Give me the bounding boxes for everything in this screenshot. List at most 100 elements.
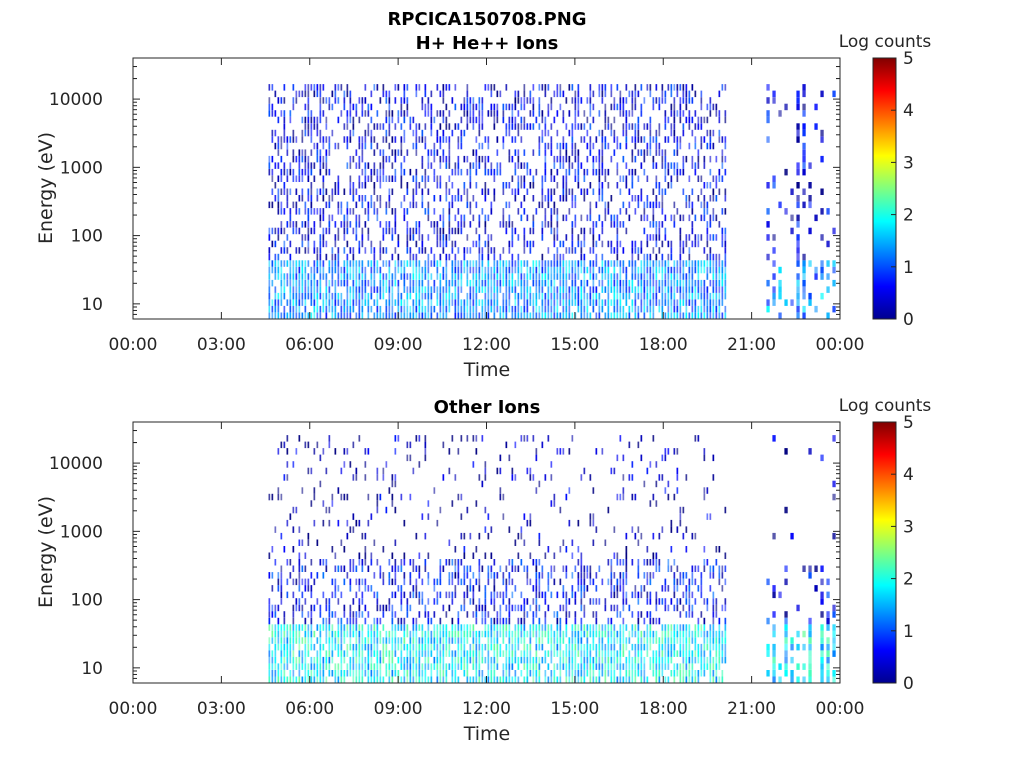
spectrogram-cell (466, 84, 469, 91)
spectrogram-cell (520, 526, 523, 533)
spectrogram-cell (571, 123, 574, 130)
spectrogram-cell (613, 214, 616, 222)
spectrogram-cell (421, 279, 424, 287)
spectrogram-cell (457, 656, 460, 664)
spectrogram-cell (646, 286, 649, 293)
spectrogram-cell (280, 286, 283, 293)
spectrogram-cell (610, 604, 613, 612)
spectrogram-cell (475, 643, 478, 651)
spectrogram-cell (313, 260, 316, 267)
spectrogram-cell (349, 299, 352, 306)
spectrogram-cell (472, 266, 475, 274)
spectrogram-cell (511, 116, 514, 124)
spectrogram-cell (325, 279, 328, 287)
spectrogram-cell (274, 559, 277, 566)
spectrogram-cell (382, 155, 385, 163)
spectrogram-cell (691, 312, 694, 319)
spectrogram-cell (478, 604, 481, 612)
spectrogram-cell (499, 305, 502, 313)
spectrogram-cell (682, 188, 685, 195)
spectrogram-cell (388, 116, 391, 124)
spectrogram-cell (574, 670, 577, 677)
spectrogram-cell (700, 279, 703, 287)
spectrogram-cell (361, 201, 364, 209)
spectrogram-cell (496, 136, 499, 143)
spectrogram-cell (448, 201, 451, 209)
spectrogram-cell (475, 182, 478, 189)
spectrogram-cell (286, 273, 289, 280)
spectrogram-cell (508, 572, 511, 579)
spectrogram-cell (442, 208, 445, 215)
spectrogram-cell (316, 84, 319, 91)
spectrogram-cell (676, 136, 679, 143)
spectrogram-cell (526, 162, 529, 169)
spectrogram-cell (286, 299, 289, 306)
spectrogram-cell (556, 214, 559, 222)
spectrogram-cell (493, 572, 496, 579)
spectrogram-cell (718, 168, 721, 176)
spectrogram-cell (451, 273, 454, 280)
spectrogram-cell (373, 162, 376, 169)
spectrogram-cell (310, 500, 313, 507)
spectrogram-cell (355, 299, 358, 306)
spectrogram-cell (544, 90, 547, 98)
spectrogram-cell (469, 266, 472, 274)
spectrogram-cell (553, 552, 556, 559)
spectrogram-cell (598, 305, 601, 313)
spectrogram-cell (601, 90, 604, 98)
spectrogram-cell (547, 266, 550, 274)
spectrogram-cell (385, 201, 388, 209)
spectrogram-cell (271, 103, 274, 111)
spectrogram-cell (481, 260, 484, 267)
spectrogram-cell (373, 617, 376, 625)
spectrogram-cell (802, 129, 806, 137)
panel-title: H+ He++ Ions (416, 33, 559, 54)
spectrogram-cell (547, 129, 550, 137)
spectrogram-cell (631, 247, 634, 254)
colorbar-tick-label: 0 (903, 310, 914, 330)
spectrogram-cell (622, 110, 625, 117)
spectrogram-cell (520, 532, 523, 540)
spectrogram-cell (655, 260, 658, 267)
spectrogram-cell (478, 266, 481, 274)
spectrogram-cell (418, 611, 421, 618)
spectrogram-cell (520, 103, 523, 111)
spectrogram-cell (430, 129, 433, 137)
spectrogram-cell (382, 312, 385, 319)
spectrogram-cell (349, 585, 352, 592)
spectrogram-cell (619, 103, 622, 111)
spectrogram-cell (658, 234, 661, 241)
spectrogram-cell (508, 454, 511, 462)
spectrogram-cell (388, 630, 391, 638)
spectrogram-cell (469, 162, 472, 169)
spectrogram-cell (292, 676, 295, 683)
spectrogram-cell (277, 273, 280, 280)
spectrogram-cell (427, 110, 430, 117)
spectrogram-cell (487, 572, 490, 579)
spectrogram-cell (364, 247, 367, 254)
spectrogram-cell (715, 234, 718, 241)
spectrogram-cell (550, 208, 553, 215)
spectrogram-cell (481, 266, 484, 274)
spectrogram-cell (364, 136, 367, 143)
spectrogram-cell (553, 116, 556, 124)
spectrogram-cell (493, 123, 496, 130)
spectrogram-cell (718, 175, 721, 182)
spectrogram-cell (586, 643, 589, 651)
spectrogram-cell (559, 578, 562, 586)
spectrogram-cell (463, 253, 466, 261)
spectrogram-cell (517, 162, 520, 169)
spectrogram-cell (307, 611, 310, 618)
spectrogram-cell (388, 299, 391, 306)
spectrogram-cell (502, 305, 505, 313)
spectrogram-cell (562, 591, 565, 599)
spectrogram-cell (370, 116, 373, 124)
spectrogram-cell (649, 116, 652, 124)
spectrogram-cell (487, 650, 490, 657)
spectrogram-cell (469, 532, 472, 540)
spectrogram-cell (571, 149, 574, 156)
spectrogram-cell (289, 312, 292, 319)
spectrogram-cell (538, 637, 541, 644)
spectrogram-cell (571, 260, 574, 267)
spectrogram-cell (586, 97, 589, 104)
